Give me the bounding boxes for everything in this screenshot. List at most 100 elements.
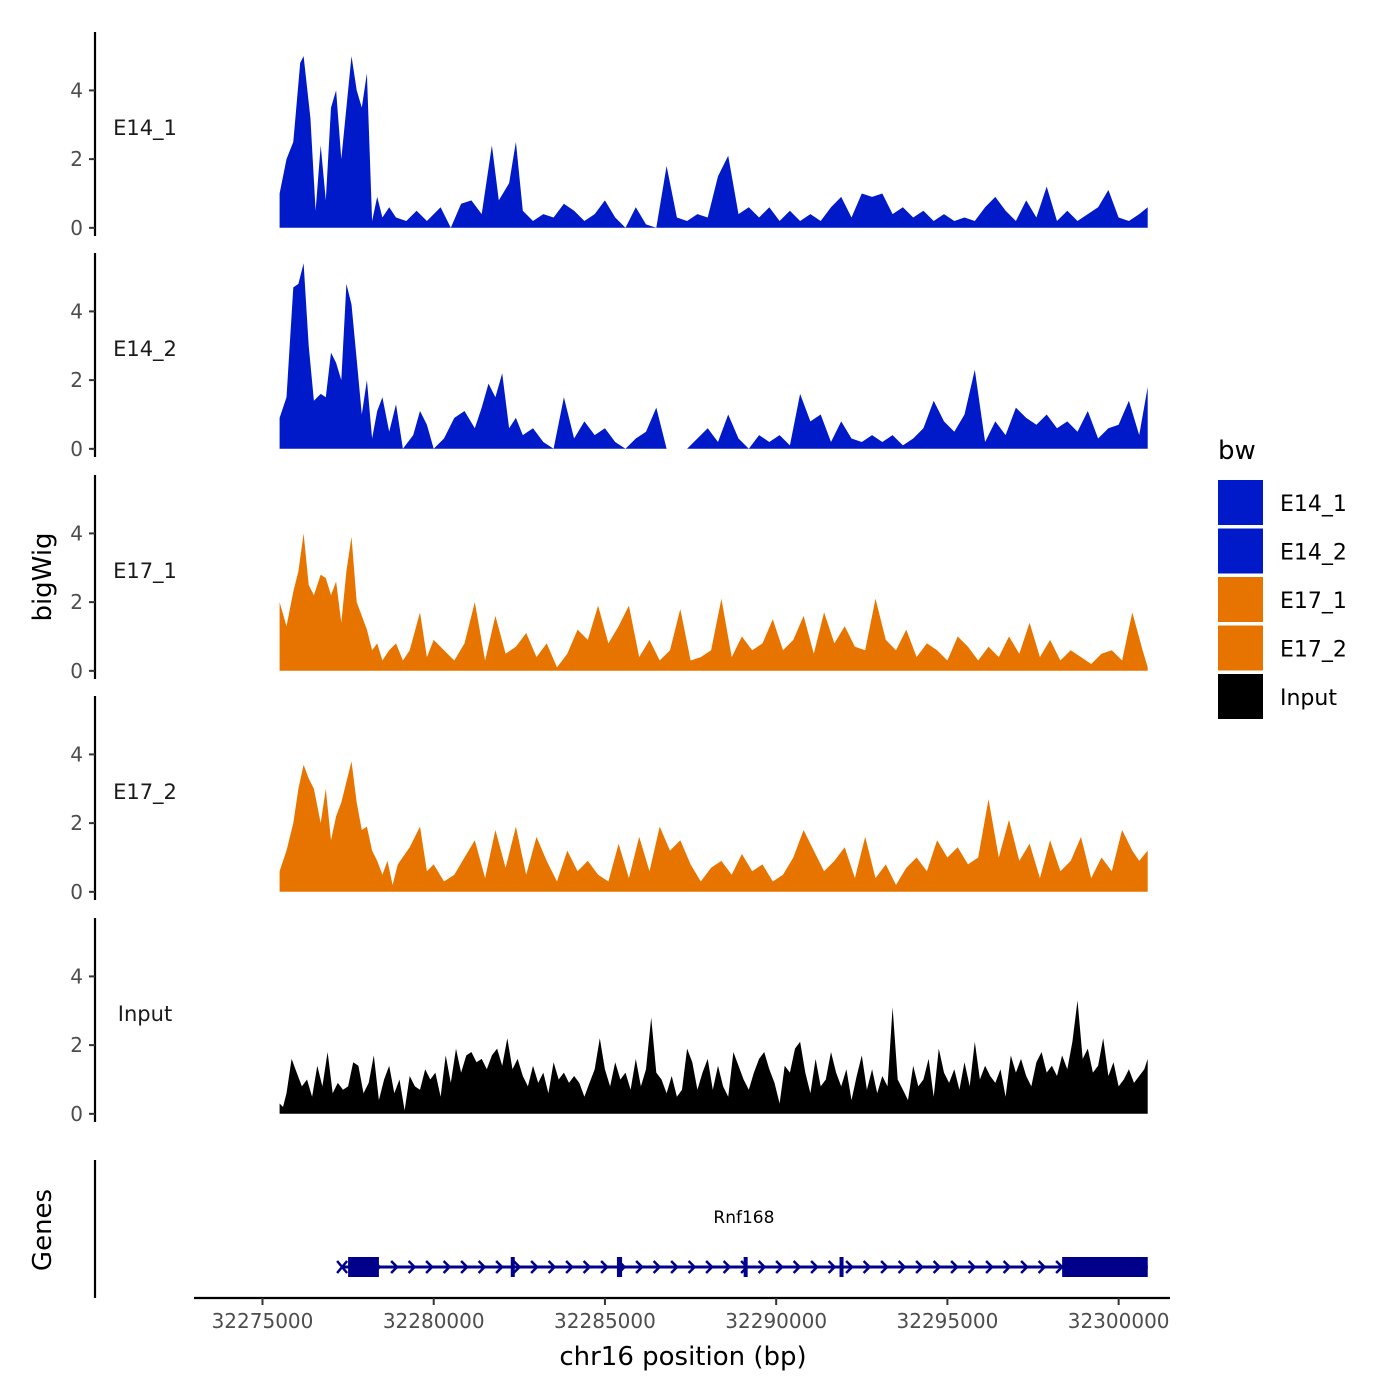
strand-arrow bbox=[862, 1260, 872, 1274]
strand-arrow bbox=[530, 1260, 539, 1274]
track-label-E17_2: E17_2 bbox=[113, 780, 177, 805]
y-axis-title: bigWig bbox=[28, 532, 58, 621]
bigwig-tracks: 0 2 4 E14_1 0 2 4 E14_2 0 2 4 E17_1 0 2 4 E17_2 0 2 4 Input bbox=[70, 32, 1148, 1126]
strand-arrow bbox=[880, 1260, 889, 1274]
y-tick-label: 4 bbox=[70, 742, 83, 766]
exon bbox=[1062, 1257, 1148, 1277]
strand-arrow bbox=[512, 1260, 522, 1274]
strand-arrow bbox=[442, 1260, 452, 1274]
y-tick-label: 4 bbox=[70, 78, 83, 102]
y-tick-label: 0 bbox=[70, 1102, 83, 1126]
strand-arrow bbox=[635, 1260, 644, 1274]
strand-arrow bbox=[652, 1260, 662, 1274]
track-label-E17_1: E17_1 bbox=[113, 559, 177, 584]
y-tick-label: 4 bbox=[70, 299, 83, 323]
exon bbox=[839, 1257, 844, 1277]
exon bbox=[743, 1257, 748, 1277]
track-E17_1: 0 2 4 E17_1 bbox=[70, 475, 1148, 683]
strand-arrow bbox=[827, 1260, 837, 1274]
strand-arrow bbox=[792, 1260, 802, 1274]
y-tick-label: 2 bbox=[70, 590, 83, 614]
strand-arrow bbox=[810, 1260, 819, 1274]
y-tick-label: 0 bbox=[70, 216, 83, 240]
strand-arrow bbox=[670, 1260, 679, 1274]
legend-swatch-Input bbox=[1218, 674, 1263, 719]
strand-arrow bbox=[985, 1260, 994, 1274]
x-axis-title: chr16 position (bp) bbox=[559, 1342, 806, 1372]
exon bbox=[510, 1257, 515, 1277]
strand-arrow bbox=[897, 1260, 907, 1274]
strand-arrow bbox=[967, 1260, 977, 1274]
y-tick-label: 2 bbox=[70, 1033, 83, 1057]
y-tick-label: 2 bbox=[70, 147, 83, 171]
strand-arrow bbox=[390, 1260, 399, 1274]
x-axis: 32275000 32280000 32285000 32290000 32295000… bbox=[194, 1296, 1170, 1333]
strand-arrow bbox=[547, 1260, 557, 1274]
track-label-E14_1: E14_1 bbox=[113, 116, 177, 141]
strand-arrow bbox=[477, 1260, 487, 1274]
y-tick-label: 2 bbox=[70, 368, 83, 392]
strand-arrow bbox=[845, 1260, 854, 1274]
track-Input: 0 2 4 Input bbox=[70, 918, 1148, 1126]
legend-label-E14_1: E14_1 bbox=[1280, 492, 1347, 517]
x-tick-label: 32285000 bbox=[554, 1309, 656, 1333]
legend-swatch-E14_2 bbox=[1218, 528, 1263, 574]
y-tick-label: 0 bbox=[70, 437, 83, 461]
strand-arrow bbox=[582, 1260, 592, 1274]
y-tick-label: 0 bbox=[70, 659, 83, 683]
strand-arrow bbox=[932, 1260, 942, 1274]
track-label-Input: Input bbox=[118, 1002, 172, 1026]
strand-arrow bbox=[495, 1260, 504, 1274]
strand-arrow bbox=[1055, 1260, 1064, 1274]
strand-arrow bbox=[1002, 1260, 1012, 1274]
strand-arrow bbox=[687, 1260, 697, 1274]
track-E17_2: 0 2 4 E17_2 bbox=[70, 696, 1148, 904]
y-tick-label: 4 bbox=[70, 521, 83, 545]
track-label-E14_2: E14_2 bbox=[113, 337, 177, 362]
exon bbox=[616, 1257, 623, 1277]
x-tick-label: 32300000 bbox=[1068, 1309, 1170, 1333]
strand-arrow bbox=[460, 1260, 469, 1274]
legend-swatch-E14_1 bbox=[1218, 480, 1263, 525]
coverage-area-E14_2 bbox=[279, 263, 1148, 449]
legend-title: bw bbox=[1218, 436, 1256, 466]
coverage-area-E17_1 bbox=[279, 533, 1148, 671]
strand-arrow bbox=[775, 1260, 784, 1274]
strand-arrow bbox=[705, 1260, 714, 1274]
strand-arrow bbox=[950, 1260, 959, 1274]
strand-arrow bbox=[600, 1260, 609, 1274]
legend-label-E17_2: E17_2 bbox=[1280, 638, 1347, 663]
strand-arrow bbox=[425, 1260, 434, 1274]
gene-label: Rnf168 bbox=[713, 1208, 774, 1228]
gene-Rnf168: Rnf168 bbox=[336, 1208, 1148, 1277]
gene-start-mark bbox=[336, 1260, 349, 1274]
track-E14_1: 0 2 4 E14_1 bbox=[70, 32, 1148, 240]
legend-label-Input: Input bbox=[1280, 686, 1337, 711]
gene-track: Rnf168 bbox=[93, 1160, 1148, 1298]
strand-arrow bbox=[1037, 1260, 1047, 1274]
legend-label-E17_1: E17_1 bbox=[1280, 589, 1347, 614]
y-tick-label: 4 bbox=[70, 964, 83, 988]
x-tick-label: 32295000 bbox=[897, 1309, 999, 1333]
strand-arrow bbox=[565, 1260, 574, 1274]
legend-swatch-E17_2 bbox=[1218, 625, 1263, 671]
coverage-area-Input bbox=[279, 1000, 1148, 1114]
y-tick-label: 0 bbox=[70, 880, 83, 904]
strand-arrow bbox=[1020, 1260, 1029, 1274]
exon bbox=[348, 1257, 379, 1277]
x-tick-label: 32280000 bbox=[383, 1309, 485, 1333]
track-E14_2: 0 2 4 E14_2 bbox=[70, 253, 1148, 461]
coverage-area-E17_2 bbox=[279, 761, 1148, 892]
strand-arrow bbox=[757, 1260, 767, 1274]
x-tick-label: 32290000 bbox=[725, 1309, 827, 1333]
y-tick-label: 2 bbox=[70, 811, 83, 835]
legend-label-E14_2: E14_2 bbox=[1280, 541, 1347, 566]
legend-swatch-E17_1 bbox=[1218, 577, 1263, 622]
strand-arrow bbox=[915, 1260, 924, 1274]
strand-arrow bbox=[407, 1260, 417, 1274]
coverage-area-E14_1 bbox=[279, 56, 1148, 228]
x-tick-label: 32275000 bbox=[212, 1309, 314, 1333]
gene-track-title: Genes bbox=[28, 1189, 58, 1271]
legend: bw E14_1 E14_2 E17_1 E17_2 Input bbox=[1218, 436, 1347, 719]
